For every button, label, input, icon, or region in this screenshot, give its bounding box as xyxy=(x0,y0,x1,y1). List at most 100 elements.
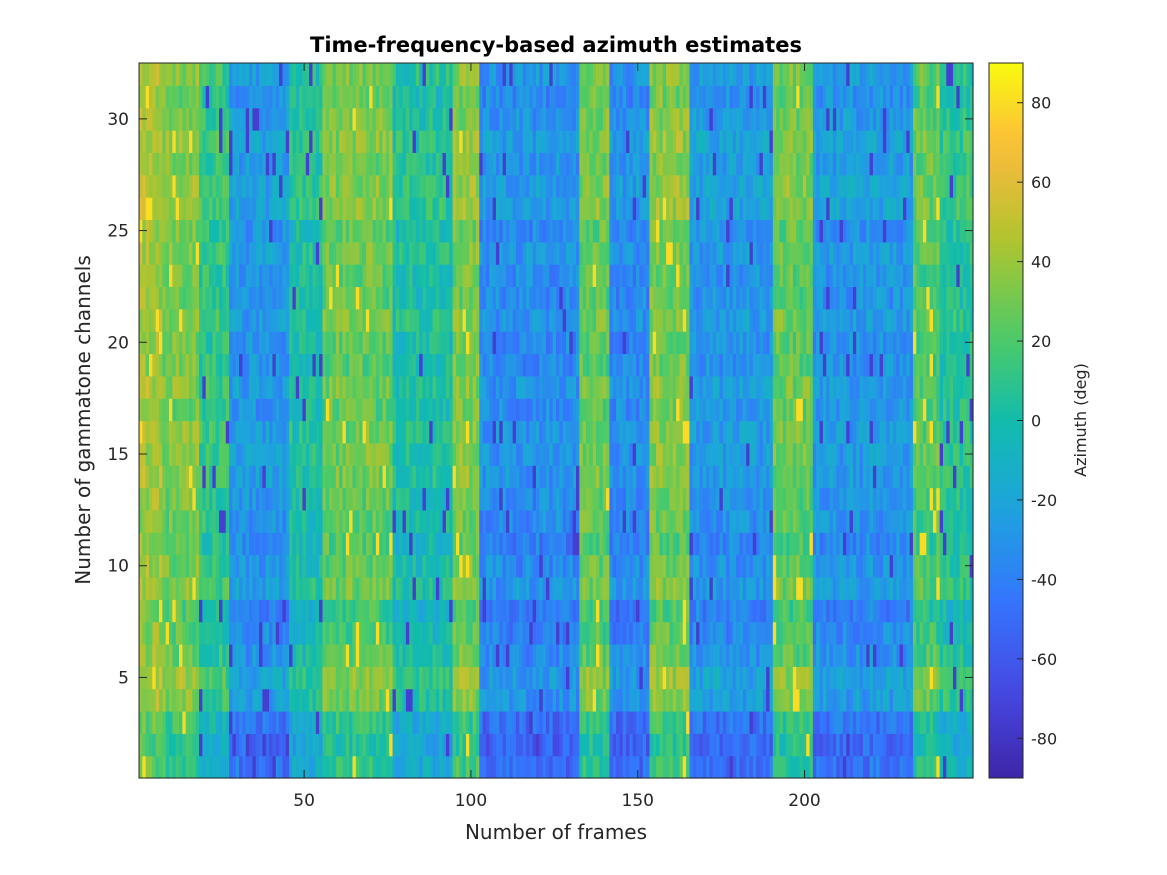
heatmap-cell xyxy=(719,398,724,422)
heatmap-cell xyxy=(449,331,454,355)
heatmap-cell xyxy=(482,420,487,444)
heatmap-cell xyxy=(229,643,234,667)
heatmap-cell xyxy=(852,465,857,489)
heatmap-cell xyxy=(195,375,200,399)
heatmap-cell xyxy=(869,487,874,511)
heatmap-cell xyxy=(842,599,847,623)
heatmap-cell xyxy=(872,599,877,623)
heatmap-cell xyxy=(932,554,937,578)
heatmap-cell xyxy=(389,398,394,422)
heatmap-cell xyxy=(612,465,617,489)
heatmap-cell xyxy=(412,643,417,667)
heatmap-cell xyxy=(279,487,284,511)
heatmap-cell xyxy=(962,487,967,511)
heatmap-cell xyxy=(525,532,530,556)
heatmap-cell xyxy=(766,487,771,511)
heatmap-cell xyxy=(942,509,947,533)
heatmap-cell xyxy=(659,710,664,734)
heatmap-cell xyxy=(836,643,841,667)
heatmap-cell xyxy=(949,599,954,623)
heatmap-cell xyxy=(959,576,964,600)
heatmap-cell xyxy=(692,353,697,377)
heatmap-cell xyxy=(949,487,954,511)
heatmap-cell xyxy=(369,688,374,712)
heatmap-cell xyxy=(606,710,610,734)
heatmap-cell xyxy=(519,576,524,600)
heatmap-cell xyxy=(435,487,440,511)
heatmap-cell xyxy=(415,398,420,422)
heatmap-cell xyxy=(806,688,811,712)
heatmap-cell xyxy=(142,688,147,712)
heatmap-cell xyxy=(726,375,731,399)
heatmap-cell xyxy=(499,353,504,377)
heatmap-cell xyxy=(766,621,771,645)
heatmap-cell xyxy=(352,666,357,690)
heatmap-cell xyxy=(285,353,290,377)
heatmap-cell xyxy=(412,532,417,556)
heatmap-cell xyxy=(429,666,434,690)
heatmap-cell xyxy=(439,755,444,779)
heatmap-cell xyxy=(269,599,274,623)
heatmap-cell xyxy=(596,643,600,667)
heatmap-cell xyxy=(679,398,684,422)
heatmap-cell xyxy=(672,621,677,645)
heatmap-cell xyxy=(239,643,244,667)
heatmap-cell xyxy=(335,465,340,489)
heatmap-cell xyxy=(626,666,630,690)
heatmap-cell xyxy=(402,710,407,734)
heatmap-cell xyxy=(532,398,537,422)
heatmap-cell xyxy=(219,331,223,355)
heatmap-cell xyxy=(722,576,727,600)
heatmap-cell xyxy=(649,710,654,734)
heatmap-cell xyxy=(439,375,444,399)
heatmap-cell xyxy=(676,532,681,556)
heatmap-cell xyxy=(732,532,737,556)
heatmap-cell xyxy=(232,420,237,444)
heatmap-cell xyxy=(572,398,577,422)
heatmap-cell xyxy=(159,398,163,422)
heatmap-cell xyxy=(162,733,167,757)
heatmap-cell xyxy=(515,353,520,377)
heatmap-cell xyxy=(916,666,921,690)
heatmap-cell xyxy=(722,621,727,645)
heatmap-cell xyxy=(936,755,941,779)
heatmap-cell xyxy=(422,353,427,377)
heatmap-cell xyxy=(369,487,374,511)
heatmap-cell xyxy=(535,353,540,377)
heatmap-cell xyxy=(742,465,747,489)
heatmap-cell xyxy=(315,710,320,734)
heatmap-cell xyxy=(832,398,837,422)
heatmap-cell xyxy=(926,375,931,399)
heatmap-cell xyxy=(392,733,397,757)
heatmap-cell xyxy=(169,353,173,377)
heatmap-cell xyxy=(569,375,574,399)
heatmap-cell xyxy=(489,554,494,578)
heatmap-cell xyxy=(892,666,897,690)
heatmap-cell xyxy=(239,465,244,489)
heatmap-cell xyxy=(699,755,704,779)
heatmap-cell xyxy=(636,710,640,734)
heatmap-cell xyxy=(462,420,467,444)
heatmap-cell xyxy=(656,420,661,444)
heatmap-cell xyxy=(746,509,751,533)
heatmap-cell xyxy=(952,442,957,466)
heatmap-cell xyxy=(365,554,370,578)
heatmap-cell xyxy=(405,353,410,377)
heatmap-cell xyxy=(329,599,334,623)
heatmap-cell xyxy=(682,733,687,757)
heatmap-cell xyxy=(392,666,397,690)
heatmap-cell xyxy=(255,710,260,734)
heatmap-cell xyxy=(892,710,897,734)
heatmap-cell xyxy=(879,599,884,623)
heatmap-cell xyxy=(525,733,530,757)
heatmap-cell xyxy=(919,465,924,489)
heatmap-cell xyxy=(549,532,554,556)
heatmap-cell xyxy=(339,442,344,466)
heatmap-cell xyxy=(756,420,761,444)
heatmap-cell xyxy=(912,666,917,690)
heatmap-cell xyxy=(756,733,761,757)
heatmap-cell xyxy=(309,375,314,399)
heatmap-cell xyxy=(732,621,737,645)
heatmap-cell xyxy=(929,509,934,533)
heatmap-cell xyxy=(839,442,844,466)
